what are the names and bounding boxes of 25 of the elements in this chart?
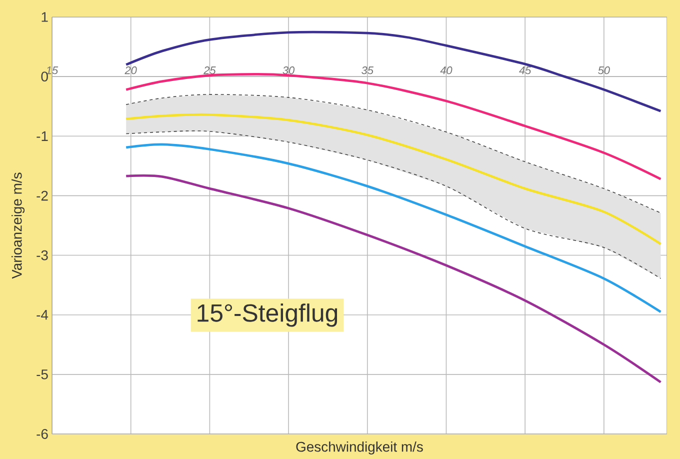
x-tick-label: 20 bbox=[124, 66, 137, 74]
y-tick-label: -5 bbox=[36, 370, 48, 380]
annotation: 15°-Steigflug bbox=[198, 304, 338, 327]
y-axis-title: Varioanzeige m/s bbox=[12, 172, 25, 279]
line-series bbox=[126, 94, 662, 214]
line-series bbox=[124, 113, 662, 246]
y-tick-label: -1 bbox=[36, 131, 48, 141]
y-tick-label: -3 bbox=[36, 250, 48, 260]
x-tick-label: 40 bbox=[440, 66, 452, 74]
line-series bbox=[124, 30, 662, 112]
x-axis-title: Geschwindigkeit m/s bbox=[296, 442, 423, 455]
x-tick-label: 25 bbox=[204, 66, 216, 74]
x-tick-label: 45 bbox=[519, 66, 532, 74]
y-tick-label: 0 bbox=[41, 72, 48, 82]
line-series bbox=[126, 130, 662, 279]
x-tick-label: 15 bbox=[46, 66, 58, 74]
line-series bbox=[124, 72, 662, 180]
x-tick-label: 35 bbox=[362, 66, 374, 74]
y-tick-label: -2 bbox=[36, 190, 48, 201]
x-tick-label: 50 bbox=[598, 66, 610, 74]
y-tick-label: -6 bbox=[36, 429, 48, 439]
x-tick-label: 30 bbox=[282, 66, 295, 74]
line-series bbox=[124, 174, 662, 384]
y-tick-label: -4 bbox=[36, 310, 48, 320]
y-tick-label: 1 bbox=[42, 12, 48, 22]
